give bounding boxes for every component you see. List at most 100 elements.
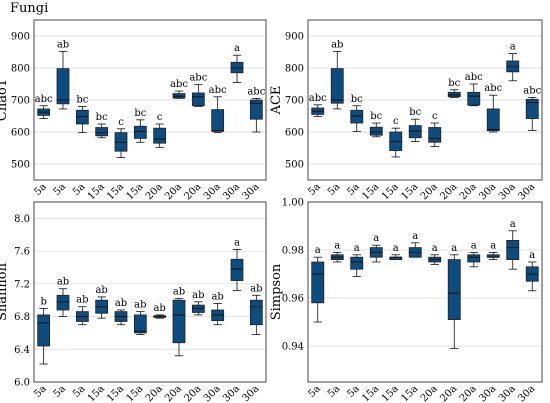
box-body [153,127,167,144]
figure-title: Fungi [10,1,49,16]
significance-letter: a [529,250,535,261]
box-8: bc [447,78,461,98]
box-4: bc [95,112,108,139]
significance-letter: abc [209,85,227,96]
x-tick-label: 5a [52,181,69,198]
y-tick-label: 800 [11,64,30,75]
y-tick-label: 8.0 [14,214,30,225]
box-body [486,108,500,132]
y-tick-label: 0.96 [282,294,304,305]
x-tick-label: 30a [202,181,223,202]
box-body [56,294,70,311]
box-3: a [350,243,364,277]
significance-letter: b [40,296,46,307]
significance-letter: bc [448,78,460,89]
box-11: a [506,219,520,270]
y-axis-label: Shannon [0,262,10,321]
box-5: a [389,243,403,261]
x-tick-label: 15a [399,383,420,403]
box-1: abc [309,93,327,118]
x-tick-label: 5a [32,383,49,400]
box-9: abc [465,72,483,107]
y-axis-label: Chao1 [0,79,10,121]
significance-letter: ab [115,298,127,309]
significance-letter: bc [96,112,108,123]
box-body [350,256,364,270]
significance-letter: ab [331,39,343,50]
x-tick-label: 15a [124,383,145,403]
significance-letter: a [432,243,438,254]
significance-letter: a [471,240,477,251]
y-tick-label: 0.94 [282,342,304,353]
significance-letter: a [412,231,418,242]
plot-frame [307,201,543,383]
box-9: a [467,240,481,268]
x-tick-label: 30a [497,383,518,403]
x-tick-label: 20a [458,383,479,403]
box-body [172,299,186,344]
box-body [133,125,147,139]
x-tick-label: 15a [399,181,420,202]
x-tick-label: 5a [71,181,88,198]
x-tick-label: 15a [105,383,126,403]
x-tick-label: 30a [202,383,223,403]
significance-letter: a [510,219,516,230]
box-5: c [114,117,128,159]
box-1: abc [35,94,53,119]
plot-frame [307,19,543,181]
box-2: ab [56,277,70,317]
box-9: ab [191,290,205,316]
x-tick-label: 20a [163,181,184,202]
significance-letter: ab [250,283,262,294]
y-tick-label: 500 [285,160,304,171]
significance-letter: a [373,233,379,244]
box-7: c [428,111,442,147]
x-tick-label: 15a [380,181,401,202]
box-body [249,99,263,120]
box-3: bc [350,94,364,132]
significance-letter: abc [465,72,483,83]
x-tick-label: 15a [380,383,401,403]
significance-letter: a [334,240,340,251]
significance-letter: a [234,43,240,54]
x-tick-label: 5a [326,181,343,198]
box-6: bc [408,107,422,143]
x-tick-label: 30a [516,181,537,202]
significance-letter: abc [189,73,207,84]
significance-letter: a [490,240,496,251]
x-tick-label: 5a [326,383,343,400]
box-11: a [230,237,244,291]
x-tick-label: 30a [221,181,242,202]
y-tick-label: 500 [11,160,30,171]
y-tick-label: 7.6 [14,247,30,258]
significance-letter: ab [57,277,69,288]
significance-letter: bc [134,108,146,119]
x-tick-label: 5a [306,383,323,400]
box-body [311,261,325,304]
box-body [211,109,225,132]
significance-letter: ab [153,303,165,314]
box-11: a [230,43,244,83]
x-tick-label: 30a [477,383,498,403]
box-body [369,126,383,136]
x-tick-label: 30a [240,181,261,202]
significance-letter: abc [309,93,327,104]
significance-letter: abc [484,83,502,94]
box-6: bc [133,108,147,143]
x-tick-label: 20a [182,181,203,202]
significance-letter: a [354,243,360,254]
box-5: ab [114,298,128,326]
box-12: abc [247,86,266,133]
significance-letter: c [157,112,163,123]
x-tick-label: 20a [438,181,459,202]
box-body [230,258,244,281]
box-body [525,98,539,119]
y-tick-label: 0.98 [282,246,304,257]
significance-letter: bc [370,111,382,122]
significance-letter: bc [351,94,363,105]
significance-letter: c [118,117,124,128]
box-8: ab [172,287,186,357]
box-3: ab [75,295,89,326]
significance-letter: ab [173,287,185,298]
x-tick-label: 20a [438,383,459,403]
